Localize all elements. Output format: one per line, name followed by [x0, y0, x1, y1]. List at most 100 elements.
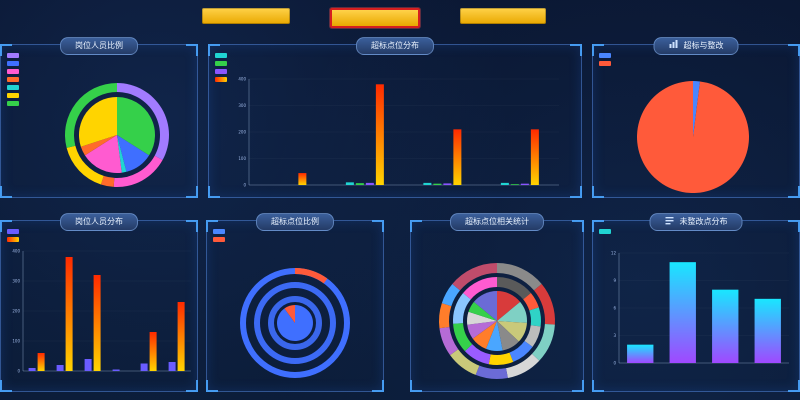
panel-title-exceed-distribution: 超标点位分布 [356, 37, 434, 55]
bar [84, 359, 92, 371]
legend-exceed-rectification [599, 51, 615, 67]
ring [268, 296, 322, 350]
legend-item [7, 235, 23, 243]
bar [443, 183, 452, 185]
panel-exceed-related-stats: 超标点位相关统计 [410, 213, 584, 392]
chart-unrectified-distribution: 0 3 6 9 12 [611, 251, 789, 366]
bar [423, 182, 432, 185]
legend-item [7, 99, 23, 107]
bar [510, 184, 519, 185]
bar [56, 365, 64, 371]
pie-slice [533, 284, 555, 325]
pie-slice [113, 155, 163, 187]
chart-exceed-rectification [637, 81, 749, 193]
pie-slice [524, 325, 541, 347]
pie-slice [637, 81, 749, 193]
pie-slice [453, 323, 473, 352]
bar [520, 183, 529, 185]
top-button-3[interactable] [460, 8, 546, 24]
legend-item [7, 83, 23, 91]
legend-staff-distribution [7, 227, 23, 243]
y-tick-label: 3 [613, 333, 616, 338]
bar [298, 173, 307, 185]
pie-slice [453, 292, 471, 324]
pie-slice [64, 83, 117, 148]
y-tick-label: 0 [243, 183, 246, 188]
chart-exceed-related-stats [439, 263, 555, 379]
bar [712, 289, 739, 363]
y-tick-label: 400 [238, 77, 246, 82]
pie-slice [497, 321, 527, 342]
panel-exceed-distribution: 超标点位分布 0 100 200 300 400 [208, 37, 582, 198]
legend-staff-ratio [7, 51, 23, 107]
pie-slice [488, 352, 514, 365]
pie-slice [441, 284, 461, 307]
legend-item [213, 235, 229, 243]
pie-slice [472, 321, 497, 349]
panel-title-staff-distribution: 岗位人员分布 [60, 213, 138, 231]
legend-item [213, 227, 229, 235]
legend-exceed-ratio [213, 227, 229, 243]
legend-item [215, 75, 231, 83]
pie-slice [505, 353, 540, 378]
legend-item [215, 59, 231, 67]
pie-slice [284, 305, 295, 323]
y-tick-label: 0 [17, 369, 20, 374]
top-button-1[interactable] [202, 8, 290, 24]
panel-staff-ratio: 岗位人员比例 [0, 37, 198, 198]
pie-slice [84, 135, 122, 173]
panel-staff-distribution: 岗位人员分布 0 100 200 300 400 [0, 213, 198, 392]
bar-chart-icon [669, 39, 679, 49]
panel-title-staff-ratio: 岗位人员比例 [60, 37, 138, 55]
legend-item [7, 75, 23, 83]
top-button-2-active[interactable] [330, 8, 420, 28]
pie-slice [117, 135, 150, 172]
y-tick-label: 300 [12, 279, 20, 284]
pie-slice [463, 277, 497, 300]
bar [355, 183, 364, 185]
legend-item [7, 67, 23, 75]
bar [345, 182, 354, 185]
bar [140, 363, 148, 371]
legend-item [599, 51, 615, 59]
legend-item [7, 91, 23, 99]
y-tick-label: 12 [611, 251, 617, 256]
bar [37, 353, 45, 371]
pie-slice [80, 135, 117, 156]
legend-item [7, 59, 23, 67]
bar [149, 332, 157, 371]
legend-unrectified-distribution [599, 227, 615, 235]
pie-slice [485, 321, 503, 351]
bar [754, 298, 781, 363]
pie-slice [693, 81, 701, 137]
legend-item [7, 227, 23, 235]
panel-title-exceed-ratio: 超标点位比例 [256, 213, 334, 231]
pie-slice [439, 303, 452, 329]
panel-title-exceed-rectification: 超标与整改 [653, 37, 739, 55]
pie-slice [450, 349, 480, 375]
pie-slice [467, 321, 497, 339]
pie-slice [66, 145, 104, 185]
pie-slice [467, 311, 497, 325]
pie-slice [529, 307, 541, 327]
pie-slice [473, 291, 497, 321]
y-tick-label: 400 [12, 249, 20, 254]
y-tick-label: 200 [12, 309, 20, 314]
pie-slice [497, 277, 531, 300]
y-tick-label: 6 [613, 306, 616, 311]
chart-staff-ratio [64, 83, 169, 187]
pie-slice [117, 83, 169, 161]
bar [28, 368, 36, 371]
y-tick-label: 200 [238, 130, 246, 135]
pie-slice [497, 301, 527, 323]
y-tick-label: 9 [613, 278, 616, 283]
pie-slice [509, 340, 533, 362]
bar [65, 257, 73, 371]
y-tick-label: 100 [12, 339, 20, 344]
bar [365, 182, 374, 185]
legend-item [599, 59, 615, 67]
bar [375, 84, 384, 185]
panel-title-unrectified-distribution: 未整改点分布 [649, 213, 743, 231]
pie-slice [117, 97, 155, 156]
